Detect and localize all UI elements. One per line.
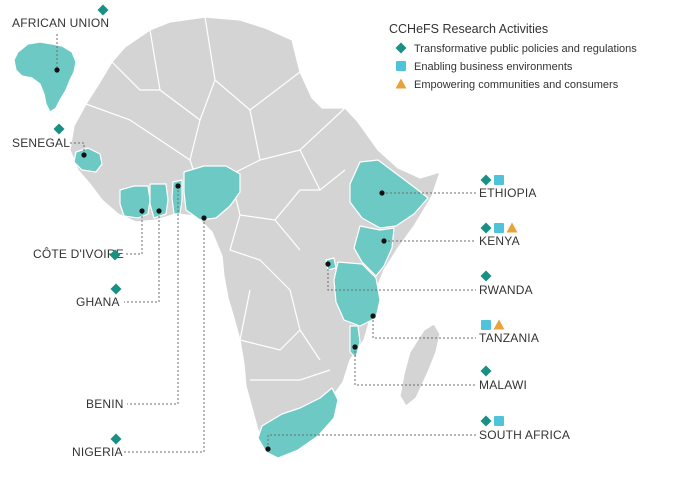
leader-lines [56, 34, 476, 453]
legend-label-communities: Empowering communities and consumers [414, 79, 619, 91]
location-dot-nigeria [201, 215, 207, 221]
cote-divoire-diamond-icon [109, 249, 121, 261]
country-shape-tanzania [333, 261, 381, 327]
location-dot-senegal [81, 152, 87, 158]
location-dot-tanzania [370, 313, 376, 319]
label-benin: BENIN [86, 397, 124, 411]
legend: CCHeFS Research Activities Transformativ… [389, 22, 637, 91]
legend-diamond-icon [395, 42, 407, 54]
malawi-diamond-icon [480, 365, 492, 377]
label-kenya: KENYA [479, 234, 520, 248]
legend-triangle-icon [395, 78, 407, 89]
leader-line-south-africa [267, 434, 476, 449]
location-dot-ghana [156, 208, 162, 214]
location-dot-south-africa [265, 446, 271, 452]
african-union-diamond-icon [97, 4, 109, 16]
south-africa-square-icon [494, 416, 504, 426]
label-south-africa: SOUTH AFRICA [479, 428, 570, 442]
tanzania-square-icon [481, 320, 491, 330]
leader-line-cote-divoire [126, 212, 143, 255]
label-senegal: SENEGAL [12, 136, 70, 150]
kenya-triangle-icon [506, 222, 518, 233]
location-dots [54, 67, 387, 452]
country-labels: AFRICAN UNION SENEGAL CÔTE D'IVOIRE GHAN… [12, 16, 570, 459]
tanzania-triangle-icon [493, 319, 505, 330]
leader-line-rwanda [327, 265, 476, 291]
country-shape-cote-divoire [119, 185, 151, 219]
location-dot-cote-divoire [139, 208, 145, 214]
label-ethiopia: ETHIOPIA [479, 186, 537, 200]
ghana-diamond-icon [110, 283, 122, 295]
location-dot-malawi [352, 344, 358, 350]
label-malawi: MALAWI [479, 378, 527, 392]
country-shape-benin [171, 179, 183, 215]
legend-title: CCHeFS Research Activities [389, 22, 548, 36]
label-cote-divoire: CÔTE D'IVOIRE [33, 246, 124, 261]
location-dot-kenya [381, 238, 387, 244]
nigeria-diamond-icon [110, 433, 122, 445]
leader-line-malawi [354, 347, 476, 386]
leader-line-nigeria [124, 218, 205, 453]
label-rwanda: RWANDA [479, 283, 533, 297]
legend-items: Transformative public policies and regul… [395, 42, 637, 91]
ethiopia-square-icon [494, 175, 504, 185]
activity-markers [53, 4, 518, 445]
south-africa-diamond-icon [480, 415, 492, 427]
highlighted-countries [73, 147, 429, 459]
location-dot-african-union [54, 67, 60, 73]
leader-line-benin [127, 186, 179, 405]
legend-label-business: Enabling business environments [414, 61, 573, 73]
country-shape-ethiopia [349, 159, 429, 229]
country-shape-ghana [149, 183, 169, 219]
country-shape-malawi [349, 325, 361, 359]
label-african-union: AFRICAN UNION [12, 16, 109, 30]
label-tanzania: TANZANIA [479, 331, 539, 345]
legend-square-icon [396, 61, 406, 71]
kenya-square-icon [494, 223, 504, 233]
madagascar [399, 323, 441, 407]
african-union-map-icon [13, 41, 77, 113]
leader-line-ghana [124, 212, 160, 303]
leader-line-tanzania [372, 316, 476, 339]
legend-label-policies: Transformative public policies and regul… [414, 43, 637, 55]
label-nigeria: NIGERIA [72, 445, 123, 459]
kenya-diamond-icon [480, 222, 492, 234]
location-dot-benin [175, 183, 181, 189]
country-shape-senegal [73, 147, 103, 173]
senegal-diamond-icon [53, 123, 65, 135]
rwanda-diamond-icon [480, 270, 492, 282]
country-shape-nigeria [183, 165, 241, 221]
leader-line-senegal [70, 142, 85, 154]
location-dot-ethiopia [379, 190, 385, 196]
country-shape-south-africa [257, 387, 339, 459]
label-ghana: GHANA [76, 295, 120, 309]
ethiopia-diamond-icon [480, 174, 492, 186]
location-dot-rwanda [325, 261, 331, 267]
